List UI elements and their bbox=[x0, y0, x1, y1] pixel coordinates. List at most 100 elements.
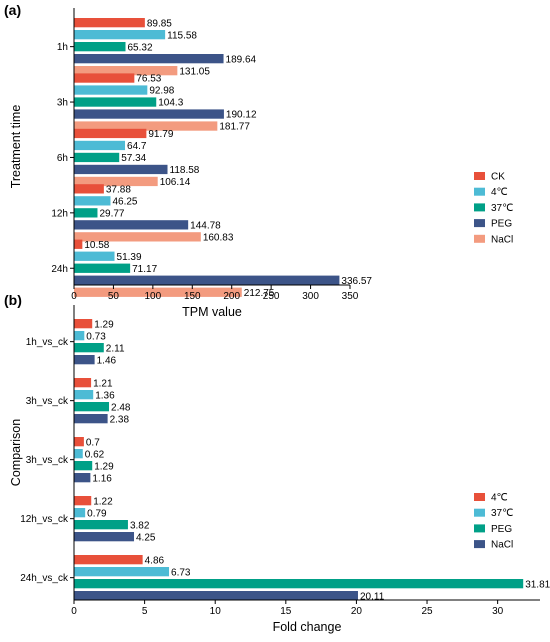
bar-12h-peg-3 bbox=[74, 220, 189, 230]
y-tick-label-24h: 24h bbox=[51, 264, 68, 275]
bar-3h-vs-ck-37c-1 bbox=[74, 390, 94, 400]
data-label-3h-vs-ck-nacl-2: 1.16 bbox=[92, 473, 112, 484]
legend-swatch-4c bbox=[474, 493, 485, 501]
data-label-6h-ck-2: 91.79 bbox=[148, 129, 173, 140]
bar-3h-37c-1 bbox=[74, 97, 157, 107]
data-label-24h-nacl-4: 212.75 bbox=[244, 288, 275, 299]
data-label-3h-37c-1: 104.3 bbox=[158, 98, 183, 109]
bar-3h-vs-ck-37c-2 bbox=[74, 449, 83, 459]
x-tick-label-15: 15 bbox=[280, 606, 292, 617]
bar-12h-4c-3 bbox=[74, 196, 111, 206]
data-label-3h-nacl-1: 181.77 bbox=[219, 122, 250, 133]
data-label-24h-vs-ck-37c-4: 6.73 bbox=[171, 567, 191, 578]
y-tick-label-3h-vs-ck: 3h_vs_ck bbox=[26, 455, 69, 466]
data-label-1h-vs-ck-37c-0: 0.73 bbox=[86, 331, 106, 342]
data-label-1h-ck-0: 89.85 bbox=[147, 18, 172, 29]
bar-12h-vs-ck-4c-3 bbox=[74, 496, 92, 506]
data-label-6h-peg-2: 118.58 bbox=[170, 165, 200, 176]
legend-swatch-nacl bbox=[474, 540, 485, 549]
data-label-3h-4c-1: 92.98 bbox=[149, 86, 174, 97]
data-label-1h-vs-ck-nacl-0: 1.46 bbox=[97, 355, 117, 366]
data-label-3h-vs-ck-nacl-1: 2.38 bbox=[110, 414, 130, 425]
legend-label-37c: 37℃ bbox=[491, 203, 513, 214]
legend-label-ck: CK bbox=[491, 172, 505, 183]
y-tick-label-3h: 3h bbox=[57, 98, 68, 109]
bar-3h-vs-ck-nacl-2 bbox=[74, 473, 91, 483]
data-label-1h-vs-ck-peg-0: 2.11 bbox=[106, 343, 125, 354]
legend-swatch-nacl bbox=[474, 234, 485, 243]
y-tick-label-3h-vs-ck: 3h_vs_ck bbox=[26, 396, 69, 407]
x-tick-label-150: 150 bbox=[184, 291, 201, 302]
bar-12h-37c-3 bbox=[74, 208, 98, 218]
y-tick-label-1h: 1h bbox=[57, 42, 68, 53]
legend-label-peg: PEG bbox=[491, 524, 512, 535]
data-label-1h-peg-0: 189.64 bbox=[226, 54, 257, 65]
bar-1h-vs-ck-37c-0 bbox=[74, 331, 85, 341]
data-label-12h-ck-3: 37.88 bbox=[106, 185, 131, 196]
data-label-12h-vs-ck-37c-3: 0.79 bbox=[87, 508, 107, 519]
legend-swatch-4c bbox=[474, 187, 485, 196]
y-tick-label-1h-vs-ck: 1h_vs_ck bbox=[26, 337, 69, 348]
data-label-24h-37c-4: 71.17 bbox=[132, 264, 157, 275]
bar-6h-peg-2 bbox=[74, 164, 168, 175]
y-tick-label-12h: 12h bbox=[51, 208, 68, 219]
data-label-6h-37c-2: 57.34 bbox=[121, 153, 146, 164]
data-label-1h-vs-ck-4c-0: 1.29 bbox=[94, 319, 114, 330]
data-label-12h-vs-ck-4c-3: 1.22 bbox=[93, 496, 113, 507]
data-label-6h-nacl-2: 106.14 bbox=[160, 177, 191, 188]
x-tick-label-100: 100 bbox=[145, 291, 162, 302]
legend-label-4c: 4℃ bbox=[491, 493, 508, 504]
legend-label-nacl: NaCl bbox=[491, 234, 513, 245]
data-label-3h-vs-ck-37c-1: 1.36 bbox=[95, 390, 115, 401]
x-tick-label-25: 25 bbox=[421, 606, 433, 617]
bar-3h-peg-1 bbox=[74, 109, 224, 119]
x-tick-label-0: 0 bbox=[71, 606, 77, 617]
data-label-3h-ck-1: 76.53 bbox=[136, 74, 161, 85]
panel-a-label: (a) bbox=[4, 2, 21, 18]
bar-12h-vs-ck-peg-3 bbox=[74, 520, 128, 530]
y-axis-title: Treatment time bbox=[9, 105, 23, 189]
panel-b-label: (b) bbox=[4, 292, 22, 308]
bar-1h-vs-ck-nacl-0 bbox=[74, 355, 95, 365]
bar-3h-vs-ck-4c-2 bbox=[74, 437, 84, 447]
data-label-1h-37c-0: 65.32 bbox=[128, 42, 153, 53]
bar-1h-ck-0 bbox=[74, 18, 145, 28]
x-tick-label-5: 5 bbox=[142, 606, 148, 617]
bar-12h-vs-ck-37c-3 bbox=[74, 508, 86, 518]
bar-1h-vs-ck-4c-0 bbox=[74, 319, 93, 329]
bar-3h-vs-ck-peg-2 bbox=[74, 461, 93, 471]
bar-24h-vs-ck-nacl-4 bbox=[74, 591, 358, 601]
bar-12h-ck-3 bbox=[74, 184, 104, 194]
legend-label-peg: PEG bbox=[491, 219, 512, 230]
data-label-12h-peg-3: 144.78 bbox=[190, 221, 221, 232]
y-tick-label-24h-vs-ck: 24h_vs_ck bbox=[20, 573, 69, 584]
y-tick-label-6h: 6h bbox=[57, 153, 68, 164]
data-label-3h-vs-ck-37c-2: 0.62 bbox=[85, 449, 105, 460]
bar-1h-peg-0 bbox=[74, 54, 224, 64]
y-tick-label-12h-vs-ck: 12h_vs_ck bbox=[20, 514, 69, 525]
bar-12h-vs-ck-nacl-3 bbox=[74, 532, 135, 542]
bar-6h-4c-2 bbox=[74, 140, 126, 151]
bar-12h-nacl-3 bbox=[74, 232, 201, 242]
bar-24h-37c-4 bbox=[74, 263, 131, 273]
data-label-24h-vs-ck-nacl-4: 20.11 bbox=[360, 591, 385, 602]
bar-24h-4c-4 bbox=[74, 251, 115, 261]
data-label-3h-vs-ck-peg-1: 2.48 bbox=[111, 402, 131, 413]
bar-24h-vs-ck-4c-4 bbox=[74, 555, 143, 565]
chart-b-fold-change: 1.290.732.111.461h_vs_ck1.211.362.482.38… bbox=[9, 305, 550, 634]
data-label-6h-4c-2: 64.7 bbox=[127, 141, 147, 152]
data-label-24h-vs-ck-4c-4: 4.86 bbox=[145, 555, 165, 566]
bar-24h-nacl-4 bbox=[74, 287, 242, 297]
bar-6h-37c-2 bbox=[74, 152, 120, 163]
data-label-12h-vs-ck-peg-3: 3.82 bbox=[130, 520, 150, 531]
legend-label-nacl: NaCl bbox=[491, 540, 513, 551]
bar-1h-vs-ck-peg-0 bbox=[74, 343, 104, 353]
data-label-12h-vs-ck-nacl-3: 4.25 bbox=[136, 532, 156, 543]
legend-swatch-peg bbox=[474, 524, 485, 533]
bar-3h-nacl-1 bbox=[74, 121, 218, 131]
bar-1h-4c-0 bbox=[74, 30, 166, 40]
data-label-3h-vs-ck-4c-2: 0.7 bbox=[86, 437, 100, 448]
x-tick-label-350: 350 bbox=[342, 291, 359, 302]
